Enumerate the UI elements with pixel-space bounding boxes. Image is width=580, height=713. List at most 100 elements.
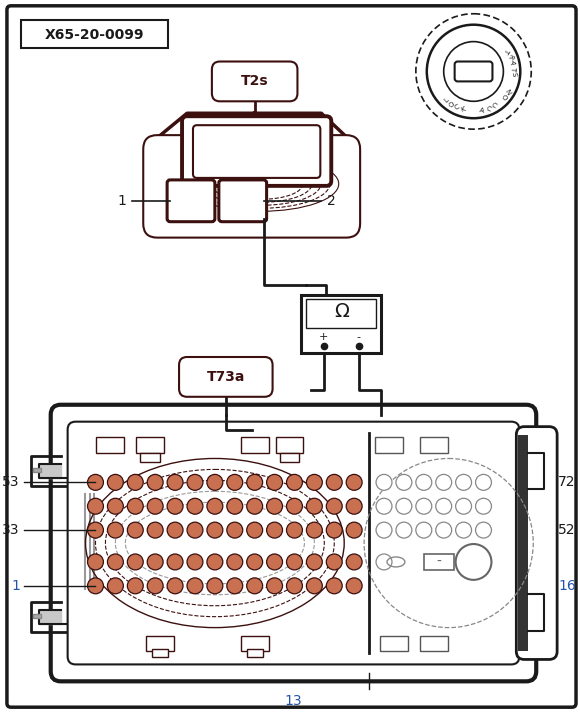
- Circle shape: [187, 474, 203, 491]
- Circle shape: [107, 522, 124, 538]
- Text: 52: 52: [558, 523, 575, 537]
- Circle shape: [227, 522, 243, 538]
- Circle shape: [267, 522, 282, 538]
- Circle shape: [287, 578, 302, 594]
- Circle shape: [207, 498, 223, 514]
- Circle shape: [187, 578, 203, 594]
- Circle shape: [246, 578, 263, 594]
- Bar: [302, 295, 381, 353]
- Bar: [21, 20, 168, 48]
- Circle shape: [306, 554, 322, 570]
- FancyBboxPatch shape: [7, 6, 576, 707]
- Bar: [136, 436, 164, 453]
- Circle shape: [227, 474, 243, 491]
- Circle shape: [396, 522, 412, 538]
- FancyBboxPatch shape: [179, 357, 273, 397]
- Circle shape: [88, 522, 103, 538]
- Text: 33: 33: [2, 523, 20, 537]
- Polygon shape: [39, 610, 61, 624]
- Bar: [276, 436, 303, 453]
- Polygon shape: [39, 464, 61, 478]
- Bar: [241, 635, 269, 652]
- Text: 16: 16: [558, 579, 576, 593]
- Circle shape: [416, 522, 432, 538]
- Circle shape: [128, 474, 143, 491]
- Circle shape: [107, 474, 124, 491]
- Circle shape: [346, 498, 362, 514]
- Circle shape: [88, 474, 103, 491]
- Circle shape: [147, 522, 163, 538]
- Circle shape: [456, 522, 472, 538]
- Bar: [519, 435, 528, 652]
- Bar: [280, 453, 299, 463]
- Circle shape: [267, 578, 282, 594]
- Circle shape: [456, 498, 472, 514]
- Circle shape: [147, 498, 163, 514]
- Circle shape: [107, 578, 124, 594]
- Text: N: N: [503, 88, 512, 96]
- Circle shape: [327, 522, 342, 538]
- Text: C: C: [454, 104, 461, 111]
- Circle shape: [207, 522, 223, 538]
- Text: O: O: [448, 101, 455, 108]
- Circle shape: [147, 578, 163, 594]
- Circle shape: [476, 522, 491, 538]
- FancyBboxPatch shape: [516, 426, 557, 660]
- FancyBboxPatch shape: [182, 116, 331, 186]
- Circle shape: [88, 498, 103, 514]
- Circle shape: [346, 554, 362, 570]
- Circle shape: [306, 522, 322, 538]
- Circle shape: [107, 554, 124, 570]
- Circle shape: [246, 474, 263, 491]
- Text: Ω: Ω: [334, 302, 349, 321]
- Bar: [146, 635, 174, 652]
- FancyBboxPatch shape: [219, 180, 267, 222]
- Text: L: L: [443, 97, 450, 104]
- Circle shape: [287, 498, 302, 514]
- Text: -: -: [436, 555, 441, 569]
- Circle shape: [327, 554, 342, 570]
- Bar: [380, 635, 408, 652]
- Circle shape: [246, 522, 263, 538]
- Text: T2s: T2s: [241, 74, 269, 88]
- Text: 13: 13: [285, 694, 302, 708]
- Text: -: -: [357, 332, 361, 342]
- Circle shape: [207, 554, 223, 570]
- Circle shape: [327, 498, 342, 514]
- Circle shape: [476, 474, 491, 491]
- Circle shape: [267, 554, 282, 570]
- Circle shape: [207, 474, 223, 491]
- Circle shape: [287, 474, 302, 491]
- Bar: [375, 436, 403, 453]
- Circle shape: [416, 474, 432, 491]
- Text: X65-20-0099: X65-20-0099: [45, 28, 144, 41]
- Circle shape: [456, 474, 472, 491]
- Circle shape: [346, 578, 362, 594]
- Circle shape: [128, 522, 143, 538]
- Text: T: T: [503, 46, 511, 53]
- Circle shape: [227, 578, 243, 594]
- Circle shape: [346, 474, 362, 491]
- Circle shape: [436, 474, 452, 491]
- Polygon shape: [147, 113, 356, 230]
- FancyBboxPatch shape: [212, 61, 298, 101]
- Text: C: C: [485, 105, 491, 112]
- Circle shape: [327, 474, 342, 491]
- Circle shape: [107, 498, 124, 514]
- Text: O: O: [499, 93, 508, 101]
- Text: T73a: T73a: [206, 370, 245, 384]
- Circle shape: [346, 522, 362, 538]
- Circle shape: [287, 554, 302, 570]
- Circle shape: [167, 498, 183, 514]
- Bar: [152, 650, 168, 657]
- Text: +: +: [319, 332, 328, 342]
- Bar: [33, 468, 41, 473]
- FancyBboxPatch shape: [193, 125, 320, 178]
- Circle shape: [246, 554, 263, 570]
- Text: K: K: [460, 106, 466, 113]
- Text: T: T: [510, 66, 516, 71]
- Circle shape: [187, 522, 203, 538]
- Circle shape: [207, 578, 223, 594]
- Circle shape: [376, 498, 392, 514]
- Circle shape: [416, 498, 432, 514]
